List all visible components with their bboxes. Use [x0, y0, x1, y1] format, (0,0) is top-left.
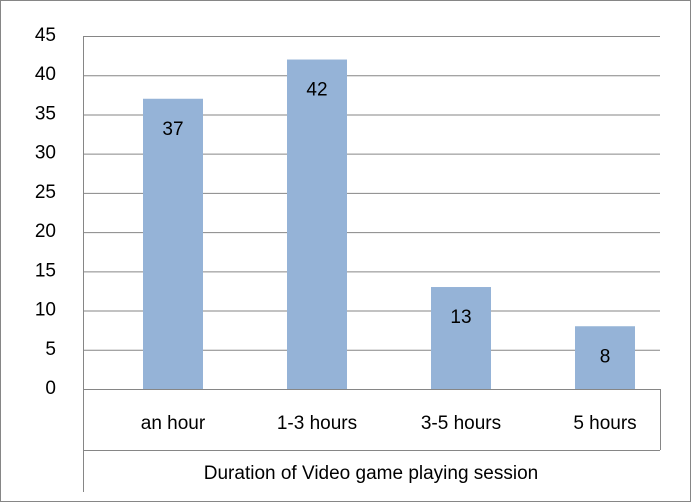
y-tick-label: 40 [35, 64, 56, 85]
bar [575, 326, 635, 389]
y-tick-label: 20 [35, 221, 56, 242]
bar [287, 59, 347, 390]
y-tick-label: 5 [45, 339, 56, 360]
x-tick-label: 3-5 hours [421, 413, 501, 434]
data-label: 13 [450, 307, 471, 328]
y-tick-label: 25 [35, 182, 56, 203]
data-label: 42 [306, 80, 327, 101]
y-tick-label: 30 [35, 143, 56, 164]
x-axis-title: Duration of Video game playing session [204, 463, 538, 484]
y-tick-label: 10 [35, 300, 56, 321]
bar [431, 287, 491, 389]
y-tick-label: 0 [45, 378, 56, 399]
data-label: 8 [600, 346, 611, 367]
y-tick-label: 35 [35, 103, 56, 124]
y-tick-label: 15 [35, 260, 56, 281]
x-tick-label: an hour [141, 413, 206, 434]
y-tick-label: 45 [35, 25, 56, 46]
data-label: 37 [162, 119, 183, 140]
x-tick-label: 1-3 hours [277, 413, 357, 434]
bar [143, 98, 203, 389]
x-tick-label: 5 hours [573, 413, 636, 434]
